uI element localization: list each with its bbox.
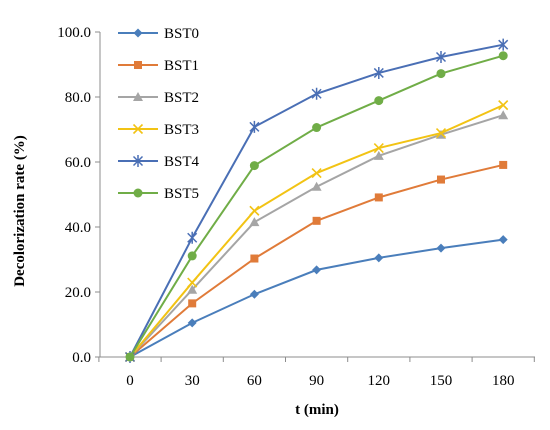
x-axis-title: t (min)	[295, 402, 339, 418]
legend-item: BST0	[118, 26, 199, 42]
legend-label: BST1	[164, 58, 199, 74]
data-point	[249, 289, 259, 299]
series-bst3	[124, 100, 509, 363]
data-point	[498, 110, 509, 120]
data-point	[498, 100, 509, 111]
x-ticks: 0 30 60 90 120 150 180	[98, 357, 535, 389]
data-point	[188, 299, 197, 308]
data-point	[499, 160, 508, 169]
legend-marker	[133, 188, 143, 198]
data-point	[187, 231, 198, 244]
legend-item: BST3	[118, 122, 199, 138]
data-point	[373, 66, 384, 79]
data-point	[312, 123, 322, 133]
data-point	[374, 193, 383, 202]
x-tick-label: 0	[126, 373, 134, 389]
legend: BST0 BST1 BST2 BST3 BST4 BST5	[118, 26, 200, 202]
data-point	[373, 150, 384, 160]
data-point	[312, 265, 322, 275]
y-axis-title: Decolorization rate (%)	[12, 135, 28, 287]
y-tick-label: 100.0	[57, 25, 91, 41]
data-point	[374, 96, 384, 106]
legend-item: BST5	[118, 186, 199, 202]
legend-marker	[133, 28, 143, 38]
series-bst4	[124, 38, 509, 363]
legend-marker	[134, 61, 142, 69]
data-point	[435, 128, 447, 139]
legend-marker	[132, 123, 144, 135]
legend-label: BST0	[164, 26, 199, 42]
x-tick-label: 120	[368, 373, 391, 389]
y-tick-label: 0.0	[72, 350, 91, 366]
data-point	[249, 217, 260, 227]
x-tick-label: 90	[309, 373, 324, 389]
y-tick-label: 20.0	[65, 285, 91, 301]
data-point	[187, 251, 197, 261]
legend-item: BST2	[118, 90, 199, 106]
data-point	[435, 51, 447, 64]
legend-item: BST4	[118, 154, 200, 170]
data-point	[498, 235, 508, 245]
legend-label: BST5	[164, 186, 199, 202]
data-point	[125, 352, 135, 362]
data-point	[249, 120, 260, 133]
data-point	[250, 254, 259, 263]
data-point	[436, 69, 446, 79]
data-point	[437, 175, 445, 184]
legend-item: BST1	[118, 58, 199, 74]
y-tick-label: 80.0	[65, 90, 91, 106]
x-tick-label: 150	[430, 373, 453, 389]
legend-label: BST4	[164, 154, 200, 170]
x-tick-label: 60	[247, 373, 262, 389]
data-point	[187, 284, 198, 294]
data-point	[249, 205, 260, 216]
y-tick-label: 60.0	[65, 155, 91, 171]
series-bst5	[125, 51, 508, 362]
data-point	[249, 161, 259, 171]
x-tick-label: 180	[492, 373, 515, 389]
y-tick-label: 40.0	[65, 220, 91, 236]
data-point	[311, 181, 322, 191]
data-point	[187, 277, 198, 288]
y-ticks: 0.0 20.0 40.0 60.0 80.0 100.0	[57, 25, 100, 366]
series-line	[129, 114, 504, 358]
data-point	[187, 318, 197, 328]
x-tick-label: 30	[185, 373, 200, 389]
series-line	[129, 238, 504, 358]
series-layer	[124, 38, 509, 363]
data-point	[311, 167, 322, 179]
data-point	[312, 216, 321, 225]
data-point	[498, 38, 509, 51]
data-point	[373, 142, 384, 154]
legend-marker	[132, 155, 144, 167]
legend-label: BST3	[164, 122, 199, 138]
data-point	[311, 87, 322, 100]
series-bst2	[125, 110, 509, 361]
series-line	[129, 104, 504, 358]
data-point	[374, 253, 384, 263]
data-point	[436, 243, 446, 253]
legend-marker	[133, 92, 143, 101]
data-point	[498, 51, 508, 61]
y-axis-title-group: Decolorization rate (%)	[12, 135, 28, 287]
legend-label: BST2	[164, 90, 199, 106]
